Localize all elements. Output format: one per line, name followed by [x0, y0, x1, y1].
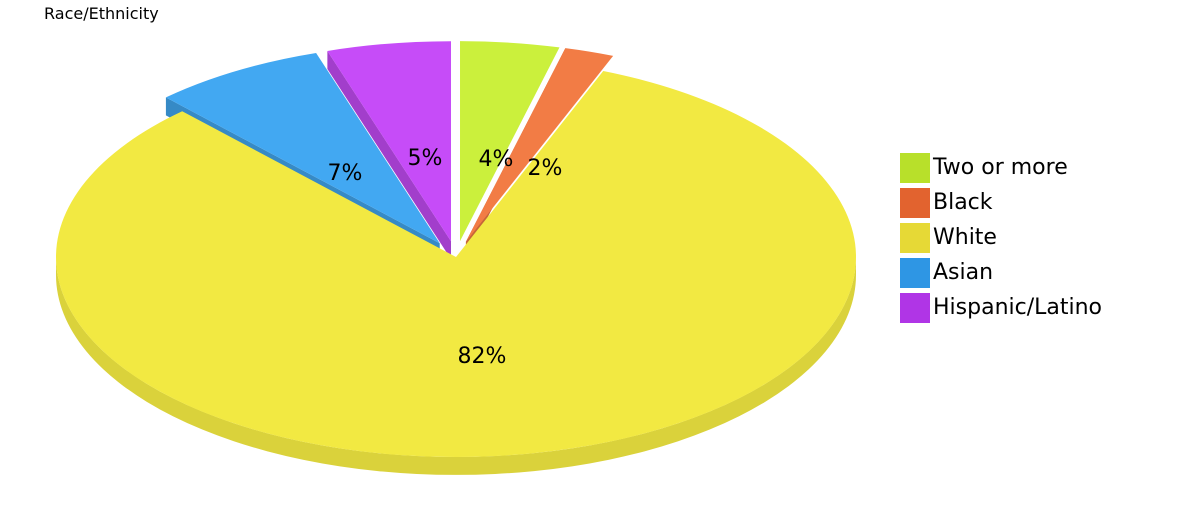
legend-swatch-white [900, 222, 930, 253]
legend-label-two-or-more: Two or more [933, 155, 1068, 180]
chart-title: Race/Ethnicity [44, 4, 159, 23]
legend-item-two-or-more: Two or more [900, 150, 1102, 185]
pie-slice-white [55, 71, 856, 458]
pie-slice-black [465, 48, 614, 242]
pie-slice-hispanic-latino [327, 41, 451, 242]
legend-swatch-black [900, 187, 930, 218]
legend-label-black: Black [933, 190, 993, 215]
chart-legend: Two or more Black White Asian Hispanic/Latin… [900, 150, 1102, 325]
legend-item-black: Black [900, 185, 1102, 220]
data-label-black: 2% [528, 156, 563, 181]
data-label-hispanic-latino: 5% [408, 146, 443, 171]
pie-wall-hispanic-latino [327, 50, 451, 260]
legend-item-hispanic-latino: Hispanic/Latino [900, 290, 1102, 325]
pie-slice-two-or-more [460, 41, 560, 242]
data-label-two-or-more: 4% [479, 147, 514, 172]
legend-label-white: White [933, 225, 997, 250]
pie-slice-asian [165, 53, 440, 244]
legend-swatch-two-or-more [900, 152, 930, 183]
data-label-white: 82% [458, 344, 507, 369]
legend-item-asian: Asian [900, 255, 1102, 290]
legend-swatch-asian [900, 257, 930, 288]
legend-label-asian: Asian [933, 260, 994, 285]
data-label-asian: 7% [328, 161, 363, 186]
legend-item-white: White [900, 220, 1102, 255]
legend-label-hispanic-latino: Hispanic/Latino [933, 295, 1103, 320]
legend-swatch-hispanic-latino [900, 292, 930, 323]
